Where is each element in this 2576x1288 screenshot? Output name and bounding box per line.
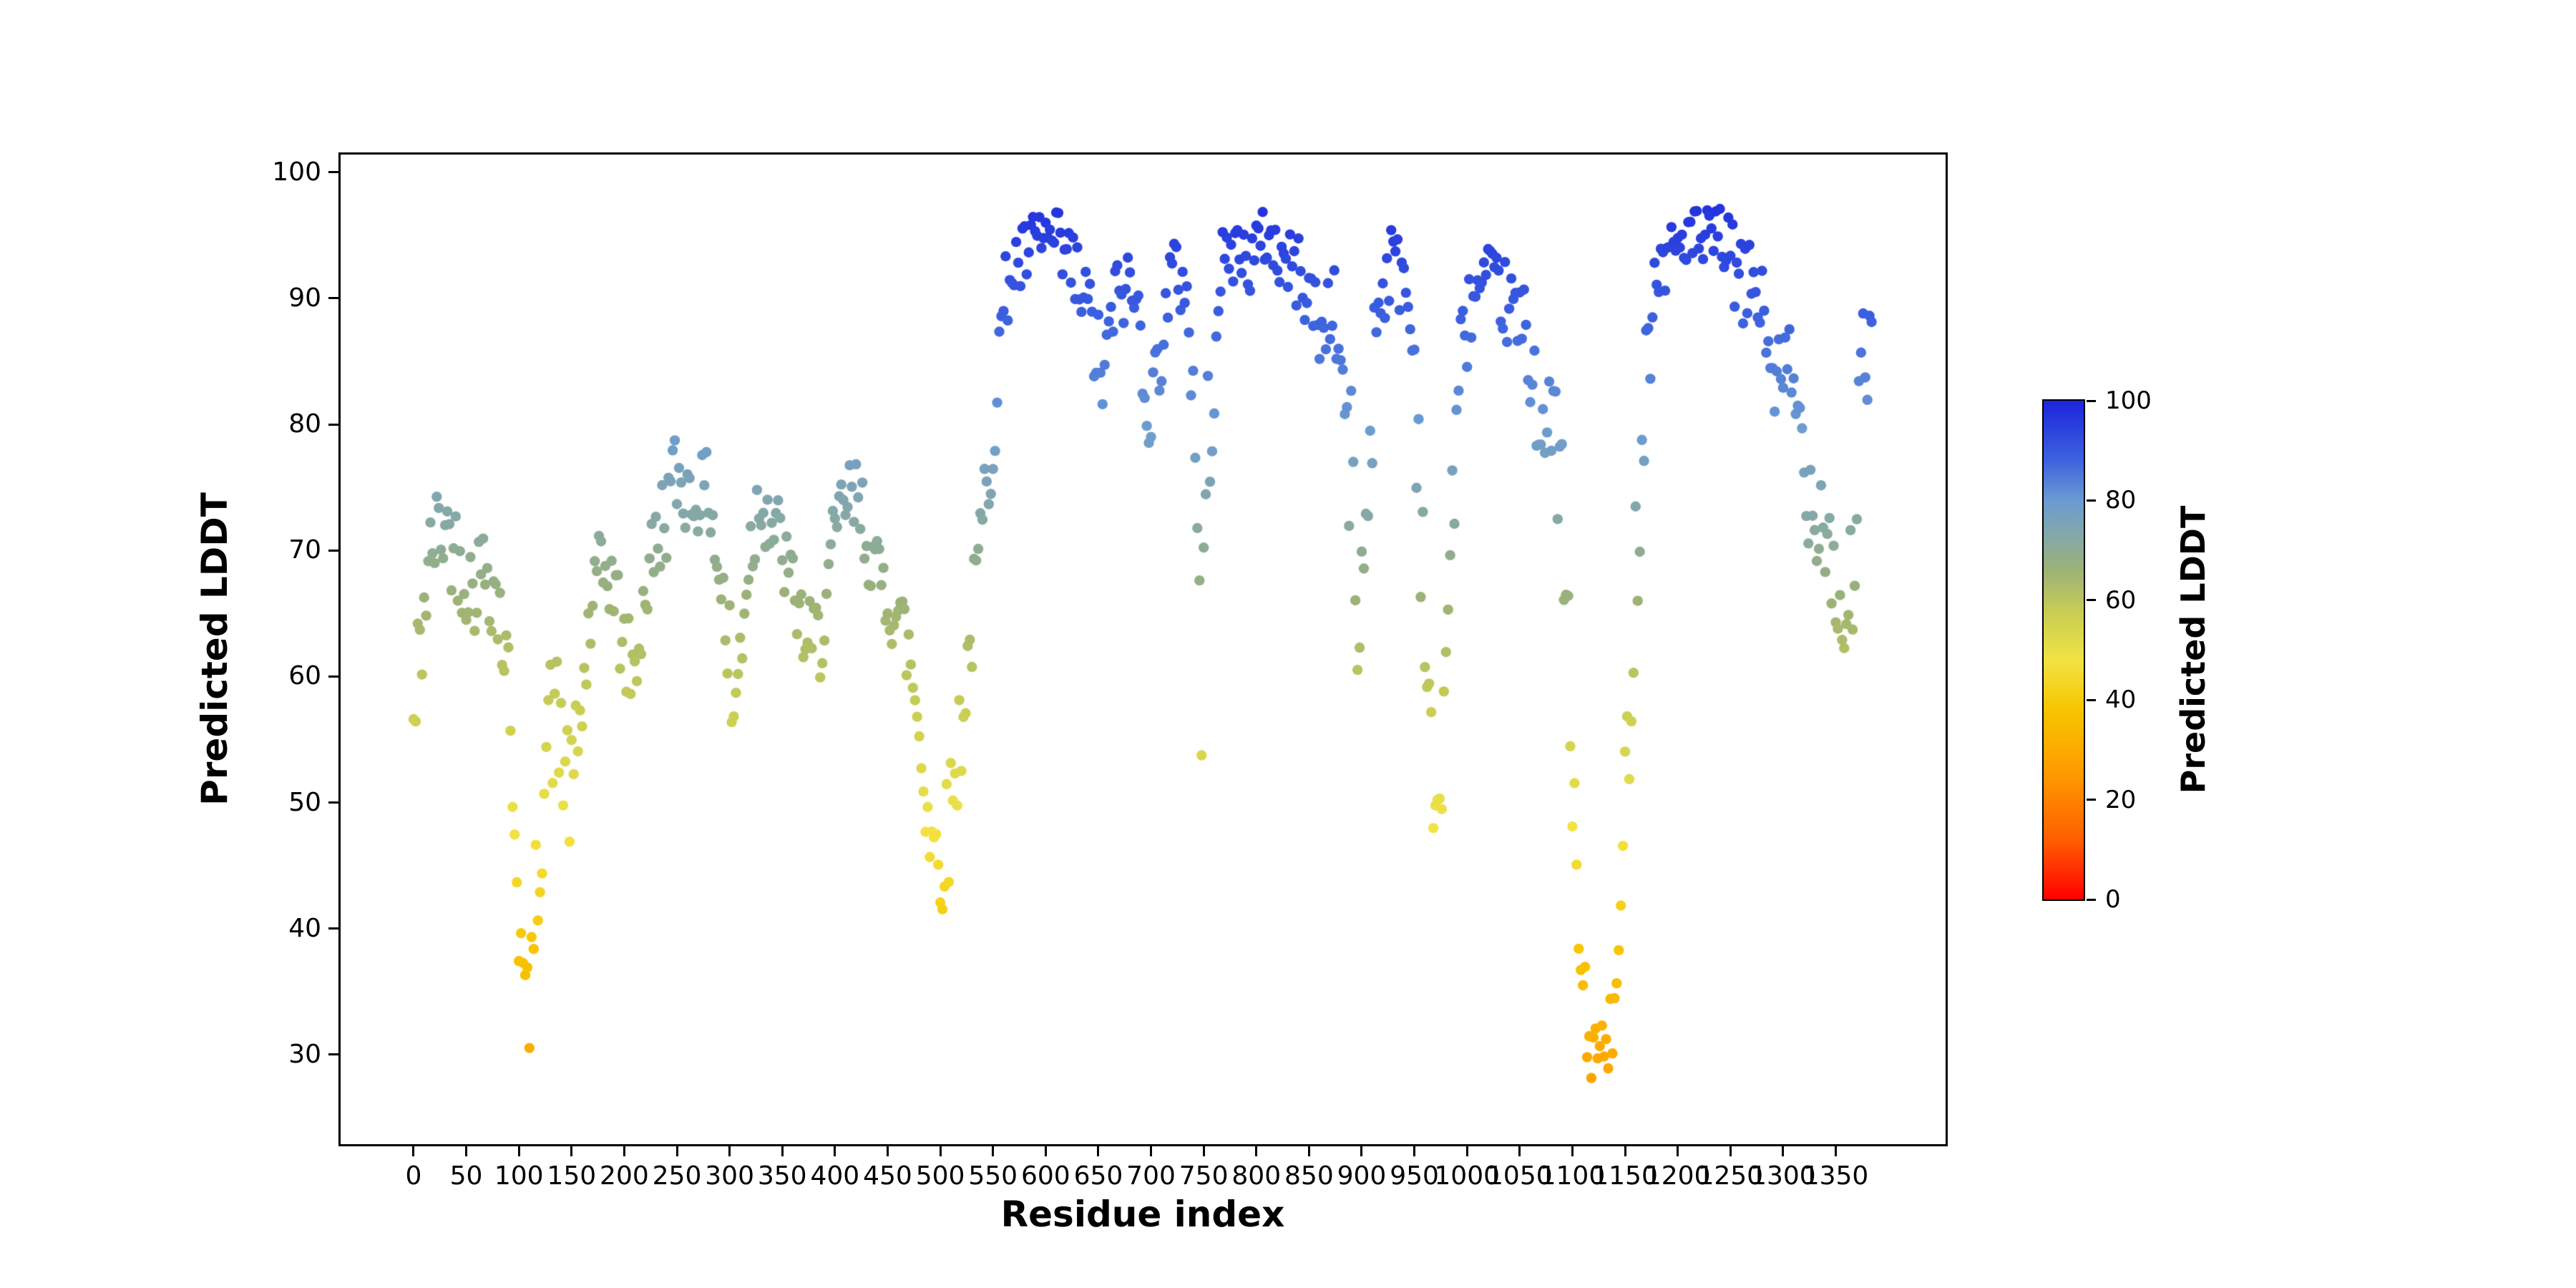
x-tick-label: 0 [405,1161,422,1191]
y-tick-mark [328,675,338,678]
x-tick-mark [1729,1146,1732,1156]
x-tick-mark [1624,1146,1626,1156]
x-tick-label: 1300 [1750,1161,1816,1191]
y-tick-mark [328,927,338,930]
x-tick-mark [1150,1146,1153,1156]
x-tick-label: 400 [810,1161,860,1191]
colorbar-tick-mark [2087,399,2096,402]
y-tick-label: 80 [288,409,321,439]
colorbar-tick-mark [2087,499,2096,502]
x-tick-label: 950 [1390,1161,1439,1191]
y-tick-label: 60 [288,661,321,691]
x-tick-mark [1360,1146,1363,1156]
colorbar-tick-label: 20 [2105,785,2137,814]
y-tick-label: 100 [272,157,321,187]
y-axis-label: Predicted LDDT [194,492,235,806]
x-tick-mark [781,1146,784,1156]
x-tick-mark [1202,1146,1205,1156]
colorbar-tick-mark [2087,799,2096,801]
y-tick-mark [328,801,338,804]
y-tick-label: 50 [288,787,321,817]
x-tick-label: 1150 [1592,1161,1658,1191]
y-tick-mark [328,1053,338,1056]
colorbar-tick-label: 80 [2105,486,2137,515]
x-tick-mark [939,1146,942,1156]
x-tick-mark [570,1146,573,1156]
y-tick-mark [328,297,338,300]
x-tick-label: 50 [449,1161,483,1191]
x-tick-label: 350 [757,1161,807,1191]
colorbar-tick-mark [2087,698,2096,701]
x-tick-mark [992,1146,995,1156]
x-tick-mark [886,1146,889,1156]
y-tick-label: 90 [288,283,321,313]
x-tick-label: 1250 [1697,1161,1764,1191]
x-tick-label: 850 [1284,1161,1334,1191]
x-tick-mark [1571,1146,1574,1156]
x-tick-mark [1677,1146,1679,1156]
x-tick-label: 1350 [1802,1161,1869,1191]
x-tick-label: 550 [968,1161,1018,1191]
x-tick-mark [1044,1146,1047,1156]
x-tick-mark [1835,1146,1838,1156]
scatter-canvas [341,155,1946,1144]
y-tick-mark [328,171,338,174]
x-tick-label: 1050 [1487,1161,1553,1191]
x-tick-mark [1518,1146,1521,1156]
x-tick-mark [517,1146,520,1156]
y-tick-mark [328,423,338,426]
x-tick-label: 1100 [1539,1161,1606,1191]
x-tick-mark [1097,1146,1100,1156]
y-tick-label: 40 [288,913,321,943]
x-tick-mark [728,1146,731,1156]
colorbar-tick-mark [2087,898,2096,901]
x-tick-label: 150 [547,1161,597,1191]
x-tick-mark [834,1146,836,1156]
x-tick-label: 200 [600,1161,649,1191]
plot-area [338,152,1948,1146]
x-tick-label: 650 [1073,1161,1123,1191]
x-tick-label: 900 [1337,1161,1387,1191]
x-tick-mark [1413,1146,1416,1156]
x-tick-mark [412,1146,415,1156]
x-tick-label: 450 [863,1161,912,1191]
x-tick-mark [623,1146,625,1156]
y-tick-label: 70 [288,535,321,565]
x-tick-label: 100 [494,1161,544,1191]
x-tick-mark [1307,1146,1310,1156]
colorbar-gradient [2044,401,2084,899]
colorbar-tick-label: 0 [2105,885,2121,914]
x-tick-label: 600 [1020,1161,1070,1191]
x-tick-label: 250 [652,1161,702,1191]
colorbar [2042,399,2085,901]
x-tick-mark [675,1146,678,1156]
x-tick-label: 500 [915,1161,965,1191]
x-axis-label: Residue index [1000,1194,1285,1235]
colorbar-tick-label: 60 [2105,585,2137,615]
y-tick-mark [328,549,338,552]
x-tick-mark [1255,1146,1258,1156]
colorbar-label: Predicted LDDT [2174,505,2212,794]
x-tick-label: 300 [705,1161,754,1191]
x-tick-mark [465,1146,468,1156]
x-tick-mark [1465,1146,1468,1156]
colorbar-tick-label: 40 [2105,686,2137,715]
colorbar-tick-label: 100 [2105,386,2152,415]
x-tick-label: 750 [1179,1161,1229,1191]
y-tick-label: 30 [288,1039,321,1069]
colorbar-tick-mark [2087,599,2096,602]
x-tick-label: 1000 [1434,1161,1501,1191]
x-tick-label: 700 [1126,1161,1176,1191]
x-tick-mark [1782,1146,1785,1156]
x-tick-label: 1200 [1644,1161,1711,1191]
x-tick-label: 800 [1231,1161,1282,1191]
